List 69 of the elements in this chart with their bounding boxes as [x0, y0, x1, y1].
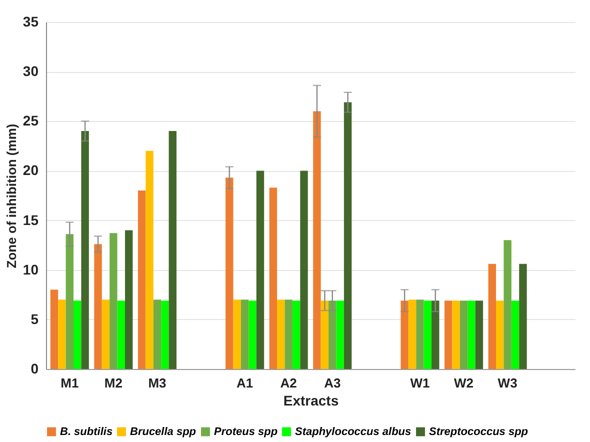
bar [468, 300, 476, 369]
bar [161, 300, 169, 369]
bar [94, 244, 102, 369]
bar [153, 300, 162, 369]
y-tick-label: 0 [30, 360, 39, 376]
bar [277, 300, 285, 369]
bar [400, 300, 408, 369]
bar [256, 170, 264, 369]
x-tick-label: M1 [60, 376, 79, 390]
bar [168, 131, 176, 369]
legend-label: B. subtilis [60, 426, 113, 438]
bar [146, 150, 154, 369]
bar [81, 131, 89, 369]
x-tick-label: W2 [454, 376, 474, 390]
bar [488, 264, 496, 369]
x-tick-label: A3 [324, 376, 341, 390]
y-tick-label: 10 [22, 261, 39, 278]
legend-label: Streptococcus spp [429, 426, 528, 438]
bar [102, 300, 110, 369]
bar [117, 300, 125, 369]
bar [269, 188, 278, 369]
bar [313, 111, 321, 369]
legend-label: Proteus spp [214, 426, 278, 438]
bar [320, 300, 329, 369]
bar [452, 300, 460, 369]
bar [58, 300, 66, 369]
bar [74, 300, 82, 369]
bar [138, 190, 146, 369]
bar [444, 300, 452, 369]
bar [284, 300, 292, 369]
bar [475, 300, 484, 369]
x-tick-label: W1 [410, 376, 430, 390]
bar [519, 264, 527, 369]
bar [416, 300, 424, 369]
x-tick-label: M2 [104, 376, 122, 390]
bar [344, 102, 352, 369]
y-tick-label: 25 [22, 112, 39, 129]
y-tick-label: 35 [22, 14, 39, 30]
y-tick-label: 20 [22, 162, 39, 178]
y-tick-label: 5 [30, 310, 39, 327]
bar [496, 300, 504, 369]
bar [460, 300, 468, 369]
bar [432, 300, 440, 369]
bar [125, 230, 133, 369]
bar [110, 233, 118, 369]
bar [240, 300, 249, 369]
bar [504, 240, 512, 369]
x-tick-label: A1 [236, 376, 254, 390]
bar [336, 300, 344, 369]
y-tick-label: 30 [22, 63, 39, 80]
bar [300, 170, 308, 369]
x-tick-label: A2 [280, 376, 297, 390]
bar [328, 300, 336, 369]
bar [511, 300, 520, 369]
bar [233, 300, 241, 369]
y-axis-title: Zone of inhibition (mm) [4, 124, 19, 268]
bar [50, 290, 58, 369]
bar [292, 300, 300, 369]
bar [248, 300, 256, 369]
legend-label: Staphylococcus albus [295, 426, 412, 438]
bar [408, 300, 416, 369]
x-axis-title: Extracts [283, 392, 339, 408]
bar [66, 234, 74, 369]
y-tick-label: 15 [22, 212, 39, 228]
x-tick-label: M3 [148, 376, 166, 390]
legend-label: Brucella spp [130, 426, 196, 438]
bar [226, 178, 234, 369]
x-tick-label: W3 [498, 376, 518, 390]
bar [424, 300, 432, 369]
